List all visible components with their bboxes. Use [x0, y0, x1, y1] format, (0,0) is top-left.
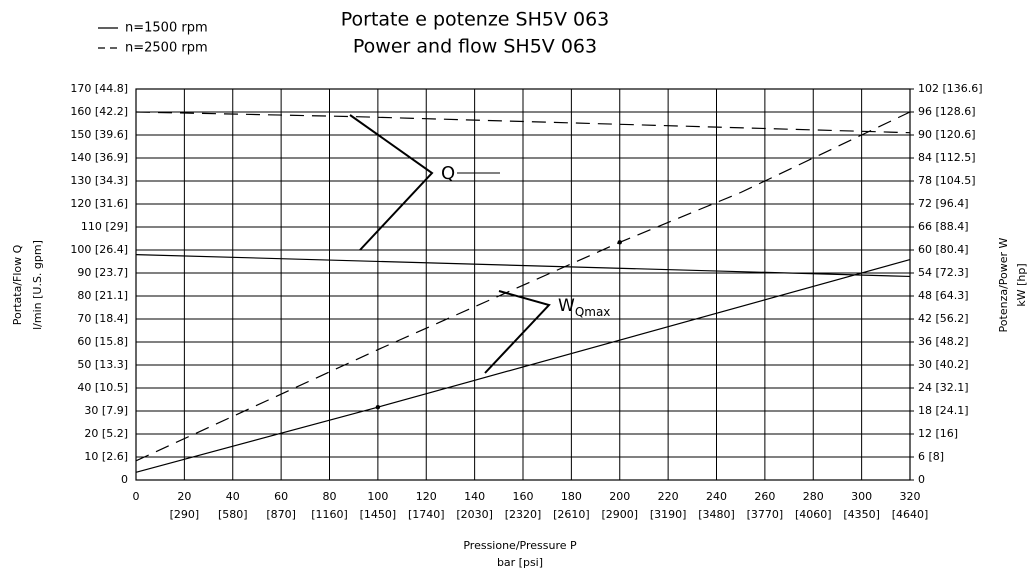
y-tick-label: 120 [31.6]	[70, 197, 128, 210]
chart-subtitle: Power and flow SH5V 063	[353, 36, 597, 58]
x-tick-label: 180	[561, 490, 582, 503]
y-tick-label: 140 [36.9]	[70, 151, 128, 164]
y2-tick-label: 78 [104.5]	[918, 174, 976, 187]
y-tick-label: 0	[121, 473, 128, 486]
y2-tick-label: 48 [64.3]	[918, 289, 969, 302]
q-leader	[349, 114, 434, 251]
x-tick-sublabel: [2320]	[505, 508, 542, 521]
y-tick-label: 130 [34.3]	[70, 174, 128, 187]
x-tick-sublabel: [1450]	[360, 508, 397, 521]
y2-tick-label: 42 [56.2]	[918, 312, 969, 325]
y-tick-label: 110 [29]	[81, 220, 128, 233]
annotation-w-text: W	[558, 296, 575, 316]
x-tick-label: 200	[609, 490, 630, 503]
y2-tick-label: 72 [96.4]	[918, 197, 969, 210]
y-tick-label: 80 [21.1]	[77, 289, 128, 302]
x-tick-sublabel: [3480]	[698, 508, 735, 521]
x-tick-sublabel: [870]	[266, 508, 296, 521]
plot-frame	[135, 88, 911, 481]
annotation-w-sub: Qmax	[575, 305, 611, 319]
x-tick-label: 140	[464, 490, 485, 503]
x-tick-label: 60	[274, 490, 288, 503]
chart-title: Portate e potenze SH5V 063	[341, 9, 610, 31]
y2-tick-label: 18 [24.1]	[918, 404, 969, 417]
y-tick-label: 50 [13.3]	[77, 358, 128, 371]
x-tick-sublabel: [1740]	[408, 508, 445, 521]
y2-tick-label: 90 [120.6]	[918, 128, 976, 141]
x-tick-label: 120	[416, 490, 437, 503]
x-tick-label: 280	[803, 490, 824, 503]
x-tick-sublabel: [1160]	[311, 508, 348, 521]
y-tick-label: 30 [7.9]	[84, 404, 128, 417]
x-tick-sublabel: [4350]	[843, 508, 880, 521]
x-tick-sublabel: [4640]	[892, 508, 929, 521]
y2-tick-label: 24 [32.1]	[918, 381, 969, 394]
x-axis-unit: bar [psi]	[497, 556, 543, 569]
y-tick-label: 20 [5.2]	[84, 427, 128, 440]
marker-point	[617, 240, 622, 245]
x-axis-label: Pressione/Pressure P	[463, 539, 577, 552]
x-tick-label: 160	[513, 490, 534, 503]
x-tick-sublabel: [2900]	[601, 508, 638, 521]
y2-tick-label: 60 [80.4]	[918, 243, 969, 256]
series-line	[135, 254, 911, 278]
annotation-q: Q	[441, 163, 455, 184]
x-tick-label: 80	[323, 490, 337, 503]
x-tick-sublabel: [3770]	[747, 508, 784, 521]
y2-tick-label: 84 [112.5]	[918, 151, 976, 164]
x-tick-label: 300	[851, 490, 872, 503]
y2-axis-unit: kW [hp]	[1015, 263, 1028, 306]
annotation-w: WQmax	[558, 296, 610, 319]
x-tick-sublabel: [2610]	[553, 508, 590, 521]
y2-tick-label: 66 [88.4]	[918, 220, 969, 233]
y2-tick-label: 0	[918, 473, 925, 486]
y-tick-label: 170 [44.8]	[70, 82, 128, 95]
y-axis-unit: l/min [U.S. gpm]	[31, 240, 44, 330]
legend-label: n=2500 rpm	[125, 41, 208, 56]
x-tick-label: 100	[367, 490, 388, 503]
x-tick-label: 220	[658, 490, 679, 503]
y2-tick-label: 102 [136.6]	[918, 82, 983, 95]
y2-axis-label: Potenza/Power W	[997, 237, 1010, 332]
y-tick-label: 100 [26.4]	[70, 243, 128, 256]
marker-point	[375, 404, 381, 410]
y2-tick-label: 96 [128.6]	[918, 105, 976, 118]
x-tick-sublabel: [290]	[170, 508, 200, 521]
w-leader	[484, 290, 551, 374]
y-tick-label: 150 [39.6]	[70, 128, 128, 141]
x-tick-label: 320	[900, 490, 921, 503]
x-tick-label: 40	[226, 490, 240, 503]
y-tick-label: 70 [18.4]	[77, 312, 128, 325]
x-tick-sublabel: [3190]	[650, 508, 687, 521]
y-tick-label: 10 [2.6]	[84, 450, 128, 463]
y-axis-label: Portata/Flow Q	[11, 244, 24, 325]
x-tick-label: 240	[706, 490, 727, 503]
x-tick-label: 0	[133, 490, 140, 503]
y2-tick-label: 36 [48.2]	[918, 335, 969, 348]
y-tick-label: 40 [10.5]	[77, 381, 128, 394]
x-tick-label: 20	[177, 490, 191, 503]
x-tick-sublabel: [2030]	[456, 508, 493, 521]
y2-tick-label: 12 [16]	[918, 427, 958, 440]
x-tick-sublabel: [580]	[218, 508, 248, 521]
y-tick-label: 90 [23.7]	[77, 266, 128, 279]
legend-label: n=1500 rpm	[125, 21, 208, 36]
x-tick-label: 260	[754, 490, 775, 503]
y2-tick-label: 30 [40.2]	[918, 358, 969, 371]
y-tick-label: 60 [15.8]	[77, 335, 128, 348]
y2-tick-label: 6 [8]	[918, 450, 944, 463]
series-line	[135, 111, 911, 134]
y-tick-label: 160 [42.2]	[70, 105, 128, 118]
y2-tick-label: 54 [72.3]	[918, 266, 969, 279]
x-tick-sublabel: [4060]	[795, 508, 832, 521]
